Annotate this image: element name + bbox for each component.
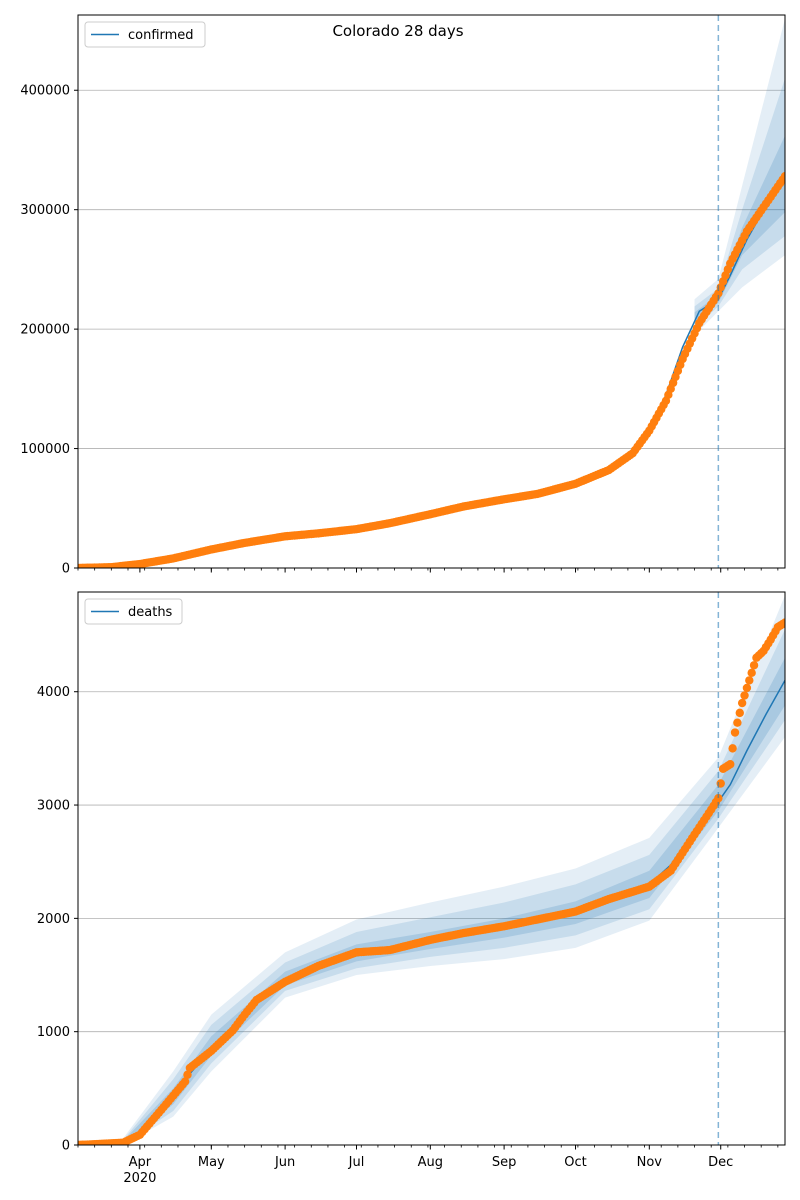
uncertainty-band (694, 18, 785, 336)
y-tick-label: 300000 (20, 203, 70, 218)
axes-frame (77, 14, 786, 569)
observed-points (78, 618, 785, 1145)
plot-area (78, 595, 785, 1145)
y-tick-label: 400000 (20, 84, 70, 99)
x-tick-label: Aug (418, 1155, 443, 1170)
x-tick-label: Nov (637, 1155, 663, 1170)
observed-point (749, 661, 759, 670)
y-tick-label: 3000 (37, 799, 70, 814)
legend-box (84, 21, 206, 48)
y-tick-label: 200000 (20, 323, 70, 338)
uncertainty-band (694, 135, 785, 322)
y-tick-label: 0 (62, 562, 70, 577)
legend: confirmed (84, 21, 206, 48)
observed-point (742, 683, 752, 693)
observed-point (740, 691, 749, 700)
observed-point (735, 708, 744, 718)
y-tick-label: 100000 (20, 442, 70, 457)
confirmed-panel: 0 100000 200000 300000 400000 confirmed (20, 14, 786, 577)
y-tick-label: 0 (62, 1139, 70, 1154)
observed-point (780, 172, 785, 181)
observed-point (747, 668, 756, 678)
observed-point (730, 728, 740, 737)
plot-area (78, 18, 785, 568)
x-tick-label: Oct (564, 1155, 586, 1170)
observed-point (737, 698, 747, 708)
observed-point (714, 794, 723, 803)
legend: deaths (84, 598, 183, 625)
observed-point (780, 618, 785, 627)
observed-point (733, 718, 742, 727)
x-tick-label: Apr (129, 1155, 152, 1170)
axes-frame (77, 591, 786, 1146)
uncertainty-band (123, 595, 785, 1145)
y-tick-label: 4000 (37, 685, 70, 700)
x-year-label: 2020 (123, 1171, 156, 1186)
legend-label: confirmed (128, 28, 194, 43)
observed-point (745, 676, 754, 685)
x-tick-label: Dec (708, 1155, 733, 1170)
observed-point (180, 1077, 190, 1086)
figure-title: Colorado 28 days (332, 22, 463, 40)
legend-box (84, 598, 183, 625)
x-tick-label: May (198, 1155, 225, 1170)
y-tick-label: 1000 (37, 1025, 70, 1040)
x-tick-label: Sep (492, 1155, 517, 1170)
observed-point (728, 744, 737, 753)
x-tick-label: Jun (274, 1155, 295, 1170)
deaths-panel: 0 1000 2000 3000 4000 Apr May Jun Jul Aug Sep Oct No… (37, 591, 786, 1186)
observed-points (78, 172, 785, 568)
observed-point (183, 1070, 192, 1079)
x-tick-label: Jul (348, 1155, 365, 1170)
y-tick-label: 2000 (37, 912, 70, 927)
observed-point (726, 760, 735, 769)
legend-label: deaths (128, 605, 173, 620)
